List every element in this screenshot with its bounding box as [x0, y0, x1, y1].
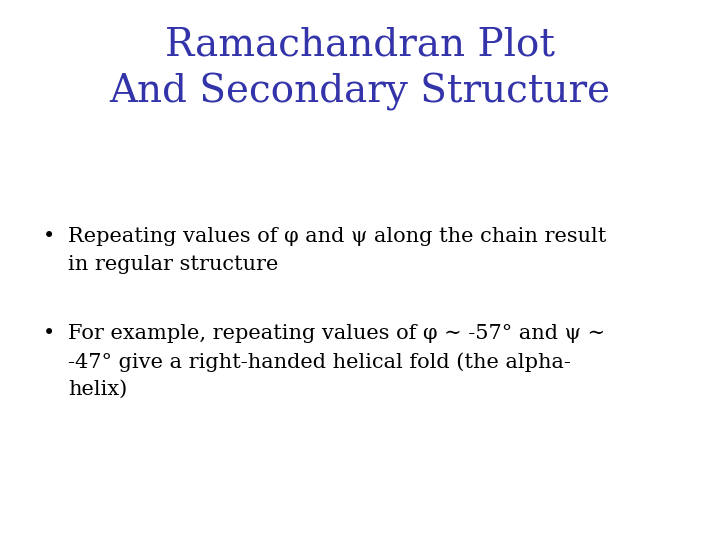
Text: in regular structure: in regular structure — [68, 255, 279, 274]
Text: For example, repeating values of φ ∼ -57° and ψ ∼: For example, repeating values of φ ∼ -57… — [68, 324, 606, 343]
Text: •: • — [43, 227, 55, 246]
Text: -47° give a right-handed helical fold (the alpha-: -47° give a right-handed helical fold (t… — [68, 352, 571, 372]
Text: Repeating values of φ and ψ along the chain result: Repeating values of φ and ψ along the ch… — [68, 227, 607, 246]
Text: Ramachandran Plot
And Secondary Structure: Ramachandran Plot And Secondary Structur… — [109, 27, 611, 111]
Text: •: • — [43, 324, 55, 343]
Text: helix): helix) — [68, 380, 127, 399]
